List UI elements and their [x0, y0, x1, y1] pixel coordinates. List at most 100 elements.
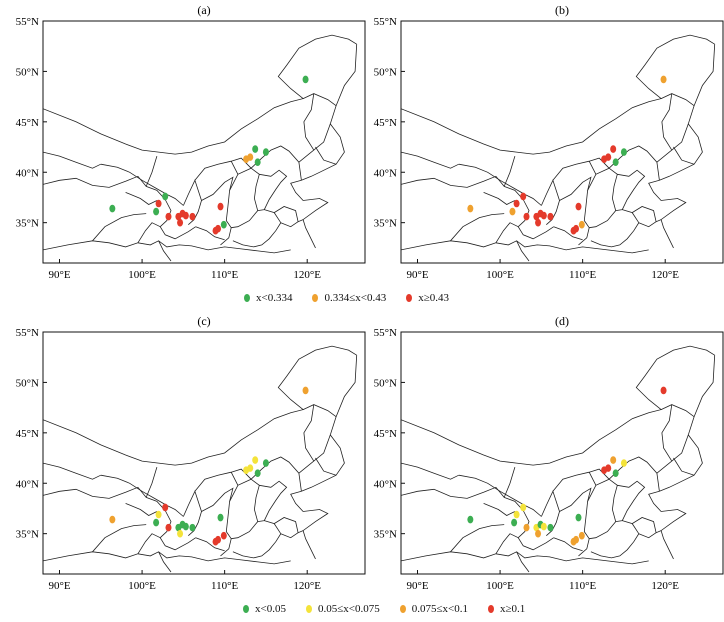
boundary-line [290, 179, 329, 249]
boundary-line [273, 517, 304, 534]
boundary-line [483, 503, 516, 516]
boundary-line [43, 151, 101, 169]
boundary-line [450, 524, 505, 553]
boundary-line [516, 240, 530, 262]
boundary-line [257, 480, 288, 522]
boundary-line [159, 199, 196, 240]
panel-label: (d) [555, 314, 569, 328]
station-marker-orange [302, 386, 309, 395]
panel-label: (a) [197, 3, 210, 17]
station-marker-red [540, 211, 547, 220]
station-marker-red [660, 386, 667, 395]
boundary-line [615, 169, 646, 211]
boundary-line [638, 221, 657, 228]
map-boundaries [43, 34, 358, 262]
boundary-line [401, 151, 459, 169]
boundary-line [303, 404, 315, 462]
station-marker-green [254, 158, 261, 166]
lon-tick-label: 120°E [651, 269, 679, 281]
map-frame [400, 20, 724, 264]
boundary-line [301, 355, 358, 492]
boundary-line [280, 532, 299, 539]
boundary-line [158, 551, 172, 573]
lat-tick-label: 35°N [374, 218, 397, 230]
lon-tick-label: 110°E [569, 269, 596, 281]
station-marker-green [254, 469, 261, 477]
boundary-line [587, 478, 618, 540]
lon-tick-label: 90°E [48, 269, 70, 281]
boundary-line [401, 551, 649, 565]
lon-tick-label: 100°E [486, 269, 514, 281]
station-marker-green [217, 513, 224, 522]
station-marker-green [302, 75, 309, 84]
boundary-line [401, 345, 715, 466]
lon-tick-label: 120°E [293, 269, 321, 281]
boundary-line [458, 163, 542, 206]
boundary-line [553, 537, 583, 552]
boundary-line [450, 213, 505, 242]
boundary-line [158, 240, 172, 262]
station-marker-green [153, 518, 160, 527]
station-marker-green [189, 523, 196, 532]
boundary-line [195, 537, 225, 552]
boundary-line [516, 551, 530, 573]
legend-label: x<0.334 [256, 292, 293, 304]
panel-label: (c) [197, 314, 210, 328]
boundary-line [673, 146, 695, 165]
boundary-line [92, 213, 147, 242]
boundary-line [648, 179, 687, 249]
station-marker-yellow [177, 529, 184, 538]
boundary-line [201, 487, 234, 557]
station-marker-green [109, 204, 116, 213]
station-marker-orange [610, 456, 617, 464]
boundary-line [229, 167, 260, 229]
lon-tick-label: 110°E [211, 269, 238, 281]
boundary-line [631, 517, 662, 534]
boundary-line [137, 533, 161, 555]
boundary-line [280, 221, 299, 228]
boundary-line [517, 510, 554, 551]
boundary-line [483, 192, 516, 205]
legend-item: 0.334≤x<0.43 [312, 292, 386, 304]
boundary-line [194, 468, 252, 492]
lon-tick-label: 110°E [569, 580, 596, 592]
station-marker-red [535, 218, 542, 227]
legend-swatch [305, 605, 312, 613]
map-frame [400, 331, 724, 575]
lat-tick-label: 50°N [374, 377, 397, 389]
legend-swatch [487, 605, 494, 613]
lon-tick-label: 90°E [406, 269, 428, 281]
legend-label: x<0.05 [255, 603, 286, 615]
legend-swatch [406, 294, 413, 302]
station-marker-red [610, 145, 617, 153]
boundary-line [660, 404, 695, 418]
map-panel-b: (b) 35°N 40°N 45°N 50°N 55°N 90°E 100°E 110°E 120… [374, 3, 724, 281]
map-panel-a: (a) 35°N 40°N 45°N 50°N 55°N 90°E 100°E 110°E 120… [16, 3, 366, 281]
boundary-line [503, 155, 516, 187]
station-marker-red [165, 212, 172, 221]
station-marker-red [513, 199, 520, 208]
boundary-line [401, 462, 459, 480]
legend-item: x<0.334 [244, 292, 292, 304]
lon-tick-label: 110°E [211, 580, 238, 592]
station-marker-green [612, 158, 619, 166]
boundary-line [559, 176, 592, 246]
station-marker-red [523, 212, 530, 221]
station-marker-green [511, 518, 518, 527]
station-marker-green [467, 515, 474, 524]
boundary-line [458, 474, 542, 517]
boundary-line [659, 355, 716, 492]
legend-item: x≥0.1 [487, 603, 525, 615]
boundary-line [401, 486, 524, 511]
boundary-line [137, 222, 161, 244]
station-marker-green [252, 145, 259, 153]
boundary-line [195, 226, 225, 241]
station-marker-orange [535, 529, 542, 538]
legend-swatch [399, 605, 406, 613]
lon-tick-label: 100°E [486, 580, 514, 592]
legend-swatch [244, 294, 250, 302]
legend-label: 0.075≤x<0.1 [411, 603, 468, 615]
legend-item: x≥0.43 [406, 292, 449, 304]
boundary-line [559, 487, 592, 557]
boundary-line [290, 490, 329, 560]
